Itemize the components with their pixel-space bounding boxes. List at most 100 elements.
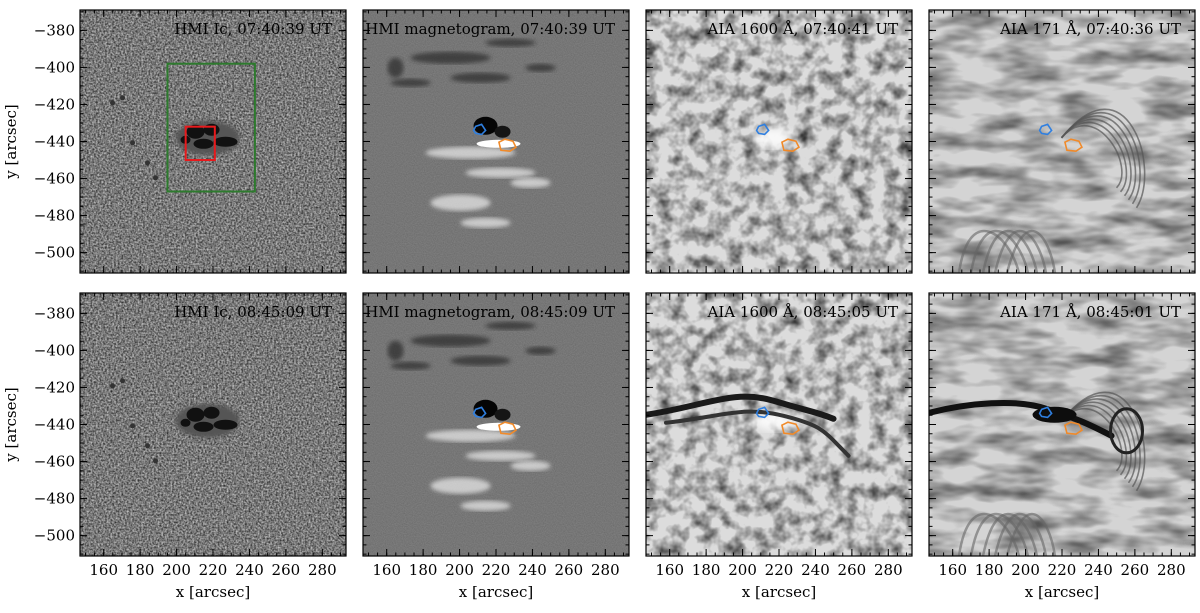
panel-ic-0: HMI Ic, 07:40:39 UT −380 −400 −420 −440 −460 −…: [2, 9, 347, 274]
x-axis-label: x [arcsec]: [176, 583, 250, 601]
panel-title: AIA 171 Å, 08:45:01 UT: [999, 303, 1181, 321]
orange-contour: [498, 421, 517, 436]
positive-flux: [510, 460, 551, 471]
x-tick-label: 200: [445, 561, 474, 579]
negative-flux: [410, 334, 491, 347]
positive-flux: [465, 450, 536, 461]
panels-layer: HMI Ic, 07:40:39 UT −380 −400 −420 −440 −460 −…: [2, 9, 1196, 601]
panel-mag-5: HMI magnetogram, 08:45:09 UT 160 180 200 220…: [362, 292, 630, 601]
orange-contour: [781, 138, 800, 153]
tick-marks: [646, 10, 912, 273]
negative-flux: [390, 361, 431, 370]
pore: [145, 443, 151, 449]
negative-flux: [450, 72, 511, 83]
red-zoom-box: [184, 125, 216, 162]
panel-title: HMI magnetogram, 07:40:39 UT: [365, 20, 615, 38]
negative-spot: [473, 116, 498, 135]
x-tick-label: 260: [272, 561, 301, 579]
x-tick-label: 240: [518, 561, 547, 579]
panel-title: AIA 171 Å, 07:40:36 UT: [999, 20, 1181, 38]
panel-image: [363, 293, 629, 556]
x-axis-label: x [arcsec]: [742, 583, 816, 601]
orange-contour: [781, 421, 800, 436]
x-tick-label: 280: [874, 561, 903, 579]
y-tick-label: −460: [34, 170, 75, 188]
x-tick-label: 180: [975, 561, 1004, 579]
pore: [120, 378, 126, 384]
x-tick-label: 280: [591, 561, 620, 579]
negative-flux: [485, 38, 536, 47]
negative-flux: [390, 78, 431, 87]
blue-contour: [472, 123, 487, 136]
sunspot: [175, 403, 240, 438]
y-tick-label: −420: [34, 378, 75, 396]
x-axis-label: x [arcsec]: [1025, 583, 1099, 601]
x-tick-label: 200: [728, 561, 757, 579]
x-tick-label: 160: [938, 561, 967, 579]
orange-contour: [1063, 421, 1083, 436]
pore: [153, 458, 159, 464]
tick-marks: [646, 293, 912, 556]
tick-marks: [80, 10, 346, 273]
x-tick-label: 160: [372, 561, 401, 579]
corona-texture: [929, 10, 1195, 273]
x-tick-label: 260: [555, 561, 584, 579]
plage-brightening: [753, 127, 794, 148]
orange-contour: [1063, 138, 1083, 153]
positive-flux: [460, 500, 511, 511]
negative-flux: [525, 346, 556, 355]
positive-flux: [425, 429, 516, 442]
panel-image: [646, 293, 912, 556]
negative-flux: [450, 355, 511, 366]
pore: [110, 383, 116, 389]
panel-title: HMI Ic, 08:45:09 UT: [174, 303, 332, 321]
panel-title: AIA 1600 Å, 08:45:05 UT: [707, 303, 898, 321]
x-tick-label: 200: [1011, 561, 1040, 579]
tick-marks: [363, 293, 629, 556]
pore: [130, 423, 136, 429]
y-tick-label: −440: [34, 133, 75, 151]
x-tick-label: 200: [162, 561, 191, 579]
coronal-loops: [957, 108, 1146, 273]
y-tick-label: −480: [34, 207, 75, 225]
positive-flux: [430, 194, 491, 211]
positive-flux: [430, 477, 491, 494]
pore: [153, 175, 159, 181]
y-axis-label: y [arcsec]: [2, 104, 20, 179]
x-tick-label: 180: [409, 561, 438, 579]
blue-contour: [1038, 406, 1053, 419]
panel-image: [80, 10, 346, 273]
negative-spot: [473, 399, 498, 418]
y-tick-label: −400: [34, 58, 75, 76]
panel-image: [929, 10, 1195, 273]
panel-ic-4: HMI Ic, 08:45:09 UT −380 −400 −420 −440 −460 −…: [2, 292, 347, 601]
x-tick-label: 220: [199, 561, 228, 579]
coronal-loops: [957, 391, 1146, 556]
x-tick-label: 280: [1157, 561, 1186, 579]
panel-a1600-2: AIA 1600 Å, 07:40:41 UT: [645, 9, 913, 274]
blue-contour: [472, 406, 487, 419]
x-tick-label: 180: [126, 561, 155, 579]
orange-contour: [498, 138, 517, 153]
panel-a171-3: AIA 171 Å, 07:40:36 UT: [928, 9, 1196, 274]
x-tick-label: 280: [308, 561, 337, 579]
y-tick-label: −500: [34, 527, 75, 545]
x-tick-label: 240: [235, 561, 264, 579]
tick-marks: [363, 10, 629, 273]
tick-marks: [929, 10, 1195, 273]
panel-image: [363, 10, 629, 273]
x-tick-label: 260: [1121, 561, 1150, 579]
x-tick-label: 260: [838, 561, 867, 579]
negative-spot: [494, 125, 511, 138]
x-tick-label: 220: [482, 561, 511, 579]
panel-title: AIA 1600 Å, 07:40:41 UT: [707, 20, 898, 38]
x-axis-label: x [arcsec]: [459, 583, 533, 601]
pore: [145, 160, 151, 166]
axes-layer: [80, 10, 1195, 556]
y-tick-label: −500: [34, 244, 75, 262]
y-tick-label: −480: [34, 490, 75, 508]
y-tick-label: −440: [34, 416, 75, 434]
panel-mag-1: HMI magnetogram, 07:40:39 UT: [362, 9, 630, 274]
y-tick-label: −420: [34, 95, 75, 113]
